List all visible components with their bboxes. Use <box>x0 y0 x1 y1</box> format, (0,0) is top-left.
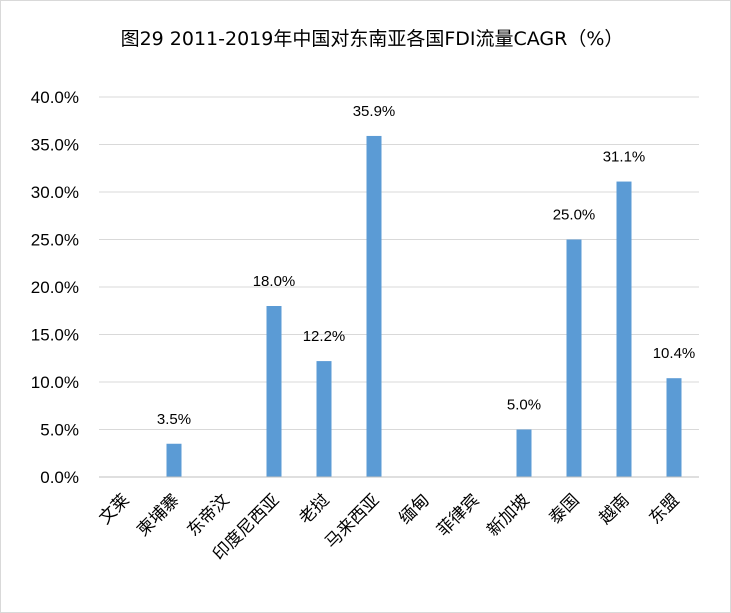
bar <box>266 306 282 477</box>
x-category-label: 东盟 <box>645 490 683 528</box>
y-tick-label: 5.0% <box>40 421 79 440</box>
gridlines <box>99 96 699 430</box>
bar <box>566 239 582 477</box>
x-category-label: 越南 <box>595 490 633 528</box>
y-tick-label: 0.0% <box>40 468 79 487</box>
bars <box>166 135 682 478</box>
x-category-label: 柬埔寨 <box>133 490 183 540</box>
x-category-label: 菲律宾 <box>433 490 483 540</box>
bar <box>666 378 682 477</box>
x-category-label: 文莱 <box>95 490 133 528</box>
data-label: 25.0% <box>553 207 596 224</box>
data-label: 31.1% <box>603 149 646 166</box>
x-category-label: 泰国 <box>545 490 583 528</box>
data-label: 3.5% <box>157 411 191 428</box>
y-tick-label: 35.0% <box>31 136 79 155</box>
data-label: 35.9% <box>353 103 396 120</box>
bar <box>166 443 182 477</box>
bar <box>616 181 632 478</box>
bar <box>366 135 382 477</box>
bar <box>516 429 532 477</box>
chart-title: 图29 2011-2019年中国对东南亚各国FDI流量CAGR（%） <box>121 28 624 50</box>
y-tick-label: 15.0% <box>31 326 79 345</box>
x-category-label: 新加坡 <box>483 490 533 540</box>
data-label: 5.0% <box>507 397 541 414</box>
y-tick-label: 10.0% <box>31 373 79 392</box>
y-tick-label: 40.0% <box>31 88 79 107</box>
bar <box>316 361 332 477</box>
y-tick-label: 20.0% <box>31 278 79 297</box>
data-labels: 3.5% 18.0% 12.2% 35.9% 5.0% 25.0% 31.1% 10.4% <box>157 103 695 428</box>
data-label: 10.4% <box>653 345 696 362</box>
y-tick-label: 30.0% <box>31 183 79 202</box>
y-axis-ticks: 0.0% 5.0% 10.0% 15.0% 20.0% 25.0% 30.0% 35.0% 40… <box>31 88 79 487</box>
y-tick-label: 25.0% <box>31 231 79 250</box>
data-label: 12.2% <box>303 328 346 345</box>
x-category-label: 缅甸 <box>395 490 433 528</box>
x-category-label: 马来西亚 <box>321 490 383 552</box>
data-label: 18.0% <box>253 273 296 290</box>
x-category-label: 老挝 <box>295 490 333 528</box>
